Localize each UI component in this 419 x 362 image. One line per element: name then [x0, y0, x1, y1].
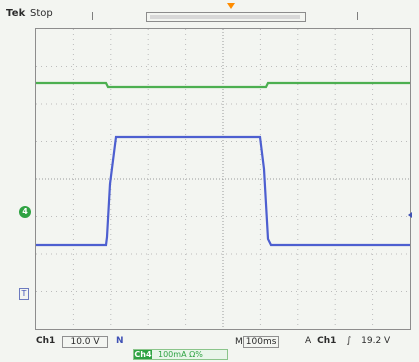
ch4-scale-readout: Ch4 100mA Ω% — [133, 349, 228, 360]
ch1-voltage-trace — [36, 135, 410, 247]
record-length-track — [150, 15, 300, 19]
graticule — [36, 29, 410, 329]
brand-label: Tek — [6, 8, 26, 19]
trigger-source: Ch1 — [317, 336, 337, 346]
trigger-level: 19.2 V — [361, 336, 391, 346]
status-tick — [357, 12, 358, 20]
ch4-ground-marker: 4 — [19, 206, 31, 218]
trigger-level-marker: T — [19, 288, 29, 300]
trigger-position-icon — [227, 3, 235, 9]
status-tick — [92, 12, 93, 20]
trigger-level-arrow-icon — [408, 212, 412, 218]
trigger-readout: A Ch1 ∫ 19.2 V — [305, 336, 390, 346]
ch4-current-trace — [36, 81, 410, 89]
ch4-tag: Ch4 — [134, 350, 152, 359]
timebase-value: 100ms — [242, 336, 280, 348]
status-footer: Ch1 10.0 V N M 100ms A Ch1 ∫ 19.2 V Ch4 100mA… — [0, 331, 419, 362]
ch1-bandwidth-flag: N — [116, 336, 124, 346]
run-state-label: Stop — [30, 8, 53, 19]
ch4-scale: 100mA Ω% — [158, 350, 203, 359]
waveform-display — [35, 28, 411, 330]
timebase-readout: M 100ms — [235, 336, 280, 348]
header-bar: Tek Stop — [0, 0, 419, 26]
trigger-mode-prefix: A — [305, 336, 312, 346]
ch1-scale: 10.0 V — [62, 336, 108, 348]
timebase-prefix: M — [235, 337, 243, 347]
record-length-bar — [146, 12, 306, 22]
ch1-label: Ch1 — [36, 336, 56, 346]
trigger-slope-icon: ∫ — [346, 336, 352, 346]
